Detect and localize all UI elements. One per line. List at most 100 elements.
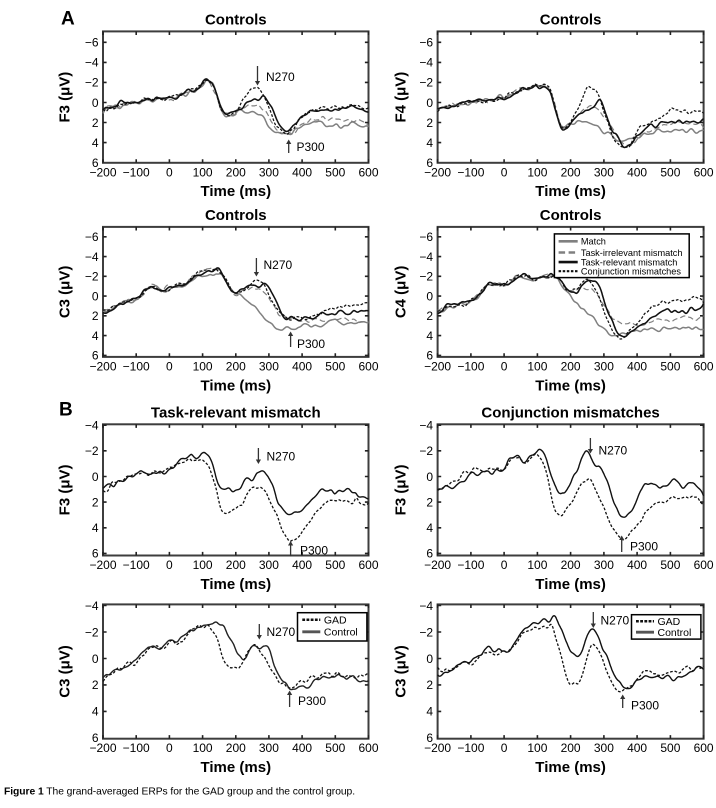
- svg-text:4: 4: [426, 136, 433, 150]
- svg-text:300: 300: [259, 741, 279, 755]
- svg-text:100: 100: [193, 165, 213, 179]
- svg-text:2: 2: [92, 495, 99, 509]
- svg-text:Match: Match: [581, 237, 606, 247]
- svg-text:500: 500: [660, 165, 680, 179]
- svg-text:C3 (μV): C3 (μV): [57, 645, 74, 698]
- svg-text:200: 200: [226, 558, 246, 572]
- svg-text:300: 300: [259, 359, 279, 373]
- svg-text:Controls: Controls: [540, 207, 602, 224]
- svg-text:4: 4: [426, 329, 433, 343]
- svg-text:N270: N270: [599, 443, 628, 457]
- svg-text:−100: −100: [457, 741, 484, 755]
- svg-text:−100: −100: [457, 359, 484, 373]
- svg-text:0: 0: [426, 470, 433, 484]
- svg-text:−2: −2: [85, 270, 99, 284]
- svg-text:P300: P300: [298, 694, 326, 708]
- svg-text:400: 400: [292, 165, 312, 179]
- svg-text:500: 500: [660, 741, 680, 755]
- svg-text:−200: −200: [89, 359, 116, 373]
- svg-text:F3 (μV): F3 (μV): [393, 464, 410, 515]
- svg-text:4: 4: [426, 705, 433, 719]
- svg-text:−2: −2: [419, 270, 433, 284]
- svg-text:400: 400: [627, 741, 647, 755]
- svg-text:N270: N270: [264, 258, 293, 272]
- svg-text:6: 6: [92, 731, 99, 745]
- svg-text:Figure 1 The grand-averaged ER: Figure 1 The grand-averaged ERPs for the…: [4, 787, 355, 798]
- svg-text:0: 0: [501, 558, 508, 572]
- svg-text:100: 100: [193, 558, 213, 572]
- svg-text:F3 (μV): F3 (μV): [57, 72, 74, 123]
- svg-text:100: 100: [527, 741, 547, 755]
- svg-text:−4: −4: [85, 56, 99, 70]
- svg-text:200: 200: [561, 165, 581, 179]
- svg-text:2: 2: [92, 678, 99, 692]
- svg-text:300: 300: [594, 165, 614, 179]
- svg-text:500: 500: [325, 165, 345, 179]
- svg-text:100: 100: [527, 359, 547, 373]
- svg-text:500: 500: [325, 741, 345, 755]
- svg-text:200: 200: [561, 558, 581, 572]
- svg-text:6: 6: [426, 547, 433, 561]
- svg-text:300: 300: [594, 359, 614, 373]
- svg-text:4: 4: [92, 521, 99, 535]
- svg-text:−2: −2: [85, 444, 99, 458]
- svg-text:Time (ms): Time (ms): [201, 183, 272, 200]
- svg-text:−6: −6: [85, 230, 99, 244]
- svg-text:0: 0: [501, 741, 508, 755]
- svg-text:P300: P300: [297, 140, 325, 154]
- svg-text:Controls: Controls: [540, 11, 602, 28]
- svg-text:400: 400: [627, 359, 647, 373]
- svg-text:−6: −6: [85, 36, 99, 50]
- svg-text:0: 0: [166, 558, 173, 572]
- svg-text:6: 6: [92, 156, 99, 170]
- svg-text:2: 2: [426, 116, 433, 130]
- svg-text:6: 6: [92, 349, 99, 363]
- svg-text:P300: P300: [300, 543, 328, 557]
- svg-text:Control: Control: [658, 627, 692, 639]
- svg-text:400: 400: [292, 359, 312, 373]
- svg-text:600: 600: [358, 165, 378, 179]
- svg-text:4: 4: [92, 136, 99, 150]
- svg-text:100: 100: [527, 558, 547, 572]
- svg-text:2: 2: [426, 495, 433, 509]
- svg-text:6: 6: [92, 547, 99, 561]
- svg-text:300: 300: [594, 741, 614, 755]
- svg-text:Time (ms): Time (ms): [535, 576, 606, 593]
- svg-text:0: 0: [166, 359, 173, 373]
- svg-text:−2: −2: [419, 625, 433, 639]
- svg-text:0: 0: [426, 96, 433, 110]
- svg-text:−4: −4: [419, 599, 433, 613]
- svg-text:6: 6: [426, 156, 433, 170]
- svg-text:2: 2: [426, 309, 433, 323]
- svg-text:N270: N270: [267, 449, 296, 463]
- svg-text:0: 0: [426, 289, 433, 303]
- svg-text:100: 100: [527, 165, 547, 179]
- svg-text:0: 0: [92, 470, 99, 484]
- svg-text:200: 200: [226, 359, 246, 373]
- svg-text:400: 400: [292, 558, 312, 572]
- svg-text:−6: −6: [419, 36, 433, 50]
- svg-text:300: 300: [594, 558, 614, 572]
- svg-text:P300: P300: [630, 539, 658, 553]
- svg-text:300: 300: [259, 558, 279, 572]
- svg-text:500: 500: [660, 359, 680, 373]
- svg-text:−2: −2: [85, 76, 99, 90]
- svg-text:Time (ms): Time (ms): [201, 377, 272, 394]
- svg-text:200: 200: [226, 741, 246, 755]
- svg-text:6: 6: [426, 349, 433, 363]
- svg-text:Time (ms): Time (ms): [535, 377, 606, 394]
- svg-text:600: 600: [694, 741, 714, 755]
- svg-text:P300: P300: [297, 337, 325, 351]
- svg-text:600: 600: [694, 359, 714, 373]
- svg-text:600: 600: [358, 359, 378, 373]
- svg-text:0: 0: [92, 96, 99, 110]
- svg-text:Task-irrelevant mismatch: Task-irrelevant mismatch: [581, 248, 683, 258]
- svg-text:600: 600: [358, 558, 378, 572]
- svg-text:Conjunction mismatches: Conjunction mismatches: [481, 404, 659, 421]
- svg-text:0: 0: [92, 652, 99, 666]
- svg-text:0: 0: [501, 165, 508, 179]
- svg-text:600: 600: [358, 741, 378, 755]
- svg-text:GAD: GAD: [324, 615, 347, 627]
- svg-text:600: 600: [694, 165, 714, 179]
- svg-text:P300: P300: [631, 698, 659, 712]
